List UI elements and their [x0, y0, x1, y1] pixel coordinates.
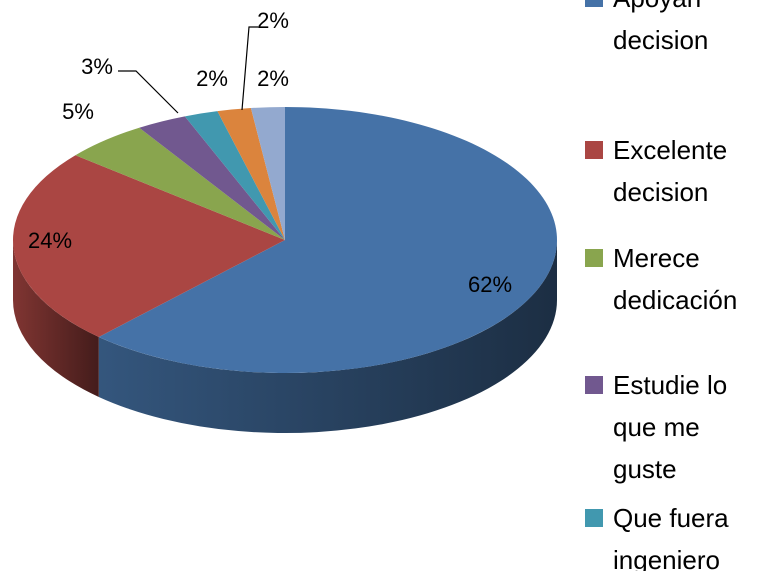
data-label: 3% [81, 54, 113, 79]
data-label: 5% [62, 99, 94, 124]
legend-label: Excelente decision [613, 135, 728, 207]
slice [12, 155, 285, 337]
slice [184, 111, 285, 240]
legend-label: Que fuera ingeniero [613, 503, 729, 571]
data-label: 2% [257, 66, 289, 91]
legend-item: Apoyan decision [585, 0, 765, 61]
legend-swatch [585, 0, 603, 7]
slice [250, 107, 285, 240]
slice [75, 127, 285, 240]
legend-label: Estudie lo que me guste [613, 370, 728, 484]
legend-swatch [585, 249, 603, 267]
legend-item: Estudie lo que me guste [585, 364, 765, 490]
data-label: 2% [196, 66, 228, 91]
leader-line [118, 70, 179, 114]
slice [98, 107, 557, 373]
legend-item: Excelente decision [585, 129, 765, 213]
slice-side [13, 240, 99, 397]
data-label: 24% [28, 228, 72, 253]
data-label: 62% [468, 272, 512, 297]
legend-label: Merece dedicación [613, 243, 738, 315]
legend-item: Que fuera ingeniero [585, 497, 765, 571]
legend-swatch [585, 509, 603, 527]
slice [139, 116, 285, 240]
legend-swatch [585, 141, 603, 159]
legend-label: Apoyan decision [613, 0, 709, 55]
leader-line [241, 26, 258, 111]
legend-item: Merece dedicación [585, 237, 765, 321]
slice [217, 108, 285, 241]
data-label: 2% [257, 8, 289, 33]
legend-swatch [585, 376, 603, 394]
slice-side [98, 240, 557, 433]
